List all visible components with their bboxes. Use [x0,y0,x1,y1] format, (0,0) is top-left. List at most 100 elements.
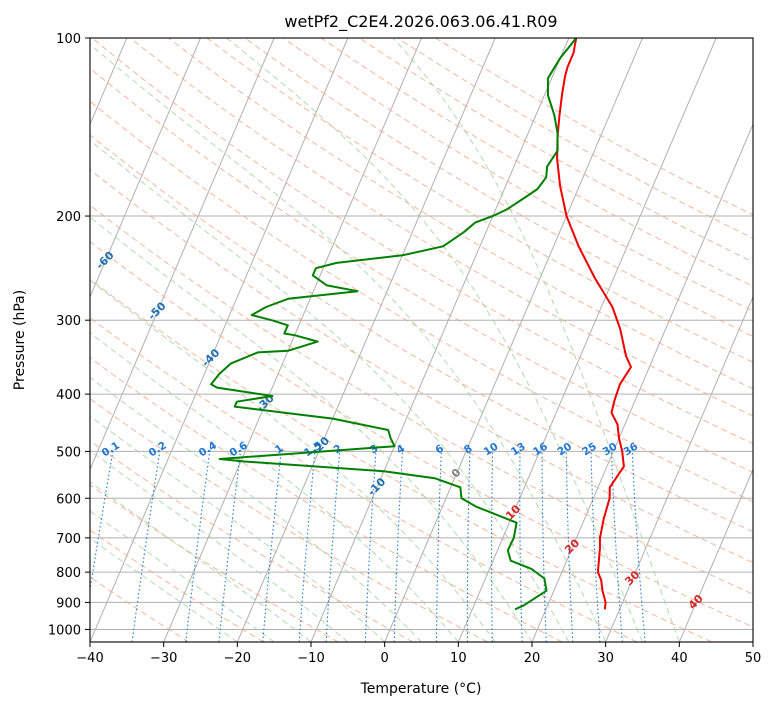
y-tick-label: 800 [56,566,81,581]
mixing-ratio-line [131,448,161,642]
isotherm-label: -60 [93,248,116,271]
isotherm-label: -10 [365,475,388,498]
moist-adiabat-line [226,38,643,642]
y-tick-label: 200 [56,210,81,225]
moist-adiabat-line [90,510,275,642]
isotherm-label: 0 [449,466,464,481]
moist-adiabat-line [90,537,238,642]
dry-adiabat-line [90,357,563,642]
x-axis-label: Temperature (°C) [360,681,482,697]
x-tick-label: 50 [745,651,762,666]
y-tick-label: 300 [56,314,81,329]
dry-adiabat-line [90,100,753,503]
dry-adiabat-line [90,134,753,533]
x-tick-label: 10 [450,651,467,666]
moist-adiabat-line [90,376,422,642]
mixing-ratio-label: 3 [368,442,381,456]
isotherm-label: -50 [145,299,168,322]
isotherm-line [678,468,753,642]
temperature-profile-line [556,38,632,610]
x-tick-label: −20 [224,651,251,666]
dry-adiabat-line [168,38,753,390]
moist-adiabat-line [90,139,570,642]
moist-adiabat-line [90,481,312,642]
isotherm-label: -40 [199,346,222,369]
y-tick-label: 600 [56,492,81,507]
dry-adiabat-line [90,169,753,564]
mixing-ratio-line [466,448,471,642]
mixing-ratio-line [610,448,623,642]
mixing-ratio-label: 0.1 [100,439,122,459]
mixing-ratio-label: 16 [531,440,550,458]
mixing-ratio-line [490,448,494,642]
mixing-ratio-line [519,448,523,642]
mixing-ratio-line [590,448,601,642]
isotherm-label: 40 [686,592,706,612]
y-axis-label: Pressure (hPa) [12,290,28,390]
dry-adiabat-line [90,576,190,642]
moist-adiabat-line [90,415,386,642]
y-axis-ticks: 100 200 300 400 500 600 700 800 900 1000 [48,32,90,638]
isotherm-label: -80 [0,150,12,173]
mixing-ratio-line [364,448,377,642]
dry-adiabat-line [90,241,753,628]
isopleth-labels: 0.10.20.40.611.52346810131620253036-100-… [0,150,706,612]
x-tick-label: −40 [76,651,103,666]
isotherm-line [605,295,753,642]
x-tick-label: 30 [597,651,614,666]
mixing-ratio-line [185,448,211,642]
x-tick-label: −30 [150,651,177,666]
dry-adiabat-line [282,38,753,312]
isotherm-line [90,38,201,299]
y-tick-label: 500 [56,445,81,460]
y-tick-label: 900 [56,596,81,611]
mixing-ratio-label: 36 [621,440,640,458]
dry-adiabat-line [90,484,339,642]
isotherm-line [384,38,643,642]
mixing-ratio-label: 10 [482,440,501,458]
dry-adiabat-line [90,204,753,595]
mixing-ratio-label: 0.2 [147,439,169,459]
mixing-ratio-line [435,448,443,642]
mixing-ratio-line [90,448,114,594]
mixing-ratio-label: 4 [394,442,407,456]
x-tick-label: 0 [381,651,389,666]
mixing-ratio-line [541,448,547,642]
mixing-ratio-line [393,448,404,642]
x-axis-ticks: −40 −30 −20 −10 0 10 20 30 40 50 [76,642,761,666]
mixing-ratio-label: 6 [433,442,446,456]
mixing-ratio-label: 0.4 [197,439,219,459]
x-tick-label: 20 [524,651,541,666]
y-tick-label: 1000 [48,623,81,638]
dry-adiabat-line [130,38,753,417]
y-tick-label: 100 [56,32,81,47]
moist-adiabat-line [90,279,496,642]
dry-adiabat-line [90,529,264,642]
isotherm-line [236,38,496,642]
isotherm-label: 30 [622,568,642,588]
moist-adiabat-line [90,43,607,642]
x-tick-label: −10 [297,651,324,666]
dry-adiabat-line [90,440,414,642]
dry-adiabat-line [90,278,712,642]
mixing-ratio-label: 13 [509,440,528,458]
background-lines [90,38,753,642]
isotherm-line [90,38,275,471]
moist-adiabat-line [90,216,533,642]
mixing-ratio-line [631,448,646,642]
chart-title: wetPf2_C2E4.2026.063.06.41.R09 [284,12,557,32]
dry-adiabat-line [90,398,488,642]
isotherm-line [457,38,717,642]
dry-adiabat-line [435,38,753,216]
mixing-ratio-line [325,448,341,642]
profile-lines [210,38,632,611]
isotherm-label: 20 [562,536,582,556]
dry-adiabat-line [244,38,753,337]
moist-adiabat-line [392,38,680,642]
dry-adiabat-line [90,317,638,642]
mixing-ratio-line [565,448,574,642]
isotherm-line [752,640,753,642]
plot-frame [89,37,754,643]
moist-adiabat-line [90,332,459,642]
